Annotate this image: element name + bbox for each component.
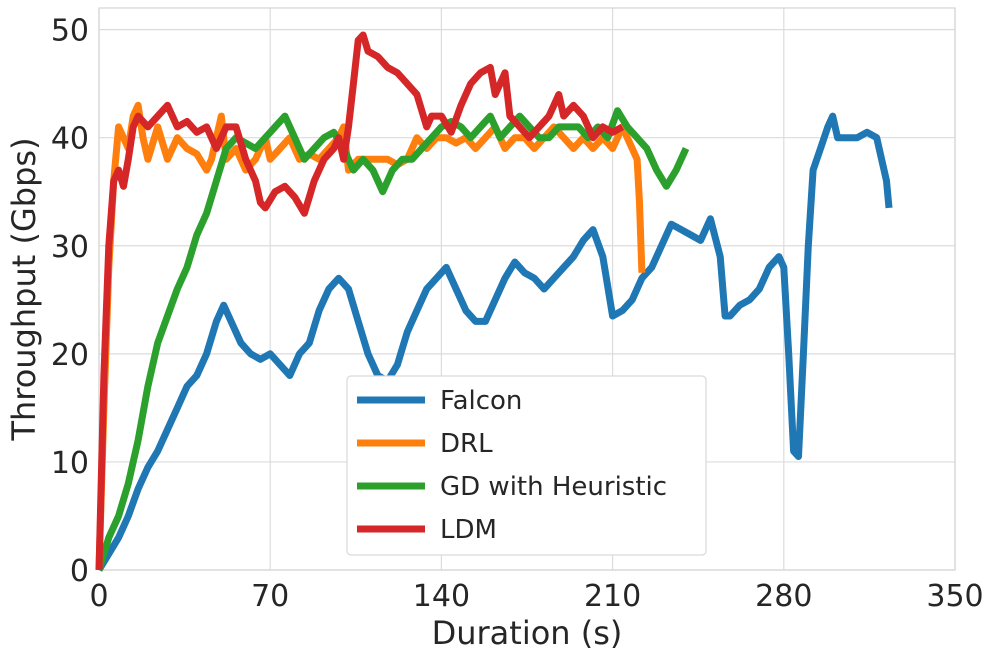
series-line-falcon: [96, 112, 893, 572]
y-tick-label: 10: [51, 446, 89, 481]
plot-frame: [98, 7, 956, 571]
y-tick-label: 50: [51, 14, 89, 49]
legend: Falcon DRL GD with Heuristic LDM: [346, 375, 707, 556]
x-tick-label: 350: [926, 579, 983, 614]
x-tick-label: 280: [755, 579, 812, 614]
x-tick-label: 210: [584, 579, 641, 614]
legend-label-drl: DRL: [440, 429, 493, 459]
y-axis-label: Throughput (Gbps): [5, 137, 43, 441]
legend-label-gd-with-heuristic: GD with Heuristic: [440, 472, 667, 502]
legend-label-ldm: LDM: [440, 515, 497, 545]
x-tick-label: 140: [413, 579, 470, 614]
series-line-ldm: [95, 31, 625, 571]
y-tick-label: 0: [70, 554, 89, 589]
x-axis-label: Duration (s): [432, 614, 623, 652]
series-line-drl: [95, 101, 646, 571]
y-tick-label: 20: [51, 338, 89, 373]
y-tick-label: 40: [51, 122, 89, 157]
x-tick-labels: 0 70 140 210 280 350: [89, 579, 983, 614]
y-tick-labels: 0 10 20 30 40 50: [51, 14, 89, 589]
legend-box: [346, 375, 707, 556]
x-tick-label: 70: [251, 579, 289, 614]
series-group: [95, 31, 893, 572]
series-line-gd-with-heuristic: [95, 107, 690, 572]
legend-label-falcon: Falcon: [440, 386, 522, 416]
y-tick-label: 30: [51, 230, 89, 265]
x-tick-label: 0: [89, 579, 108, 614]
